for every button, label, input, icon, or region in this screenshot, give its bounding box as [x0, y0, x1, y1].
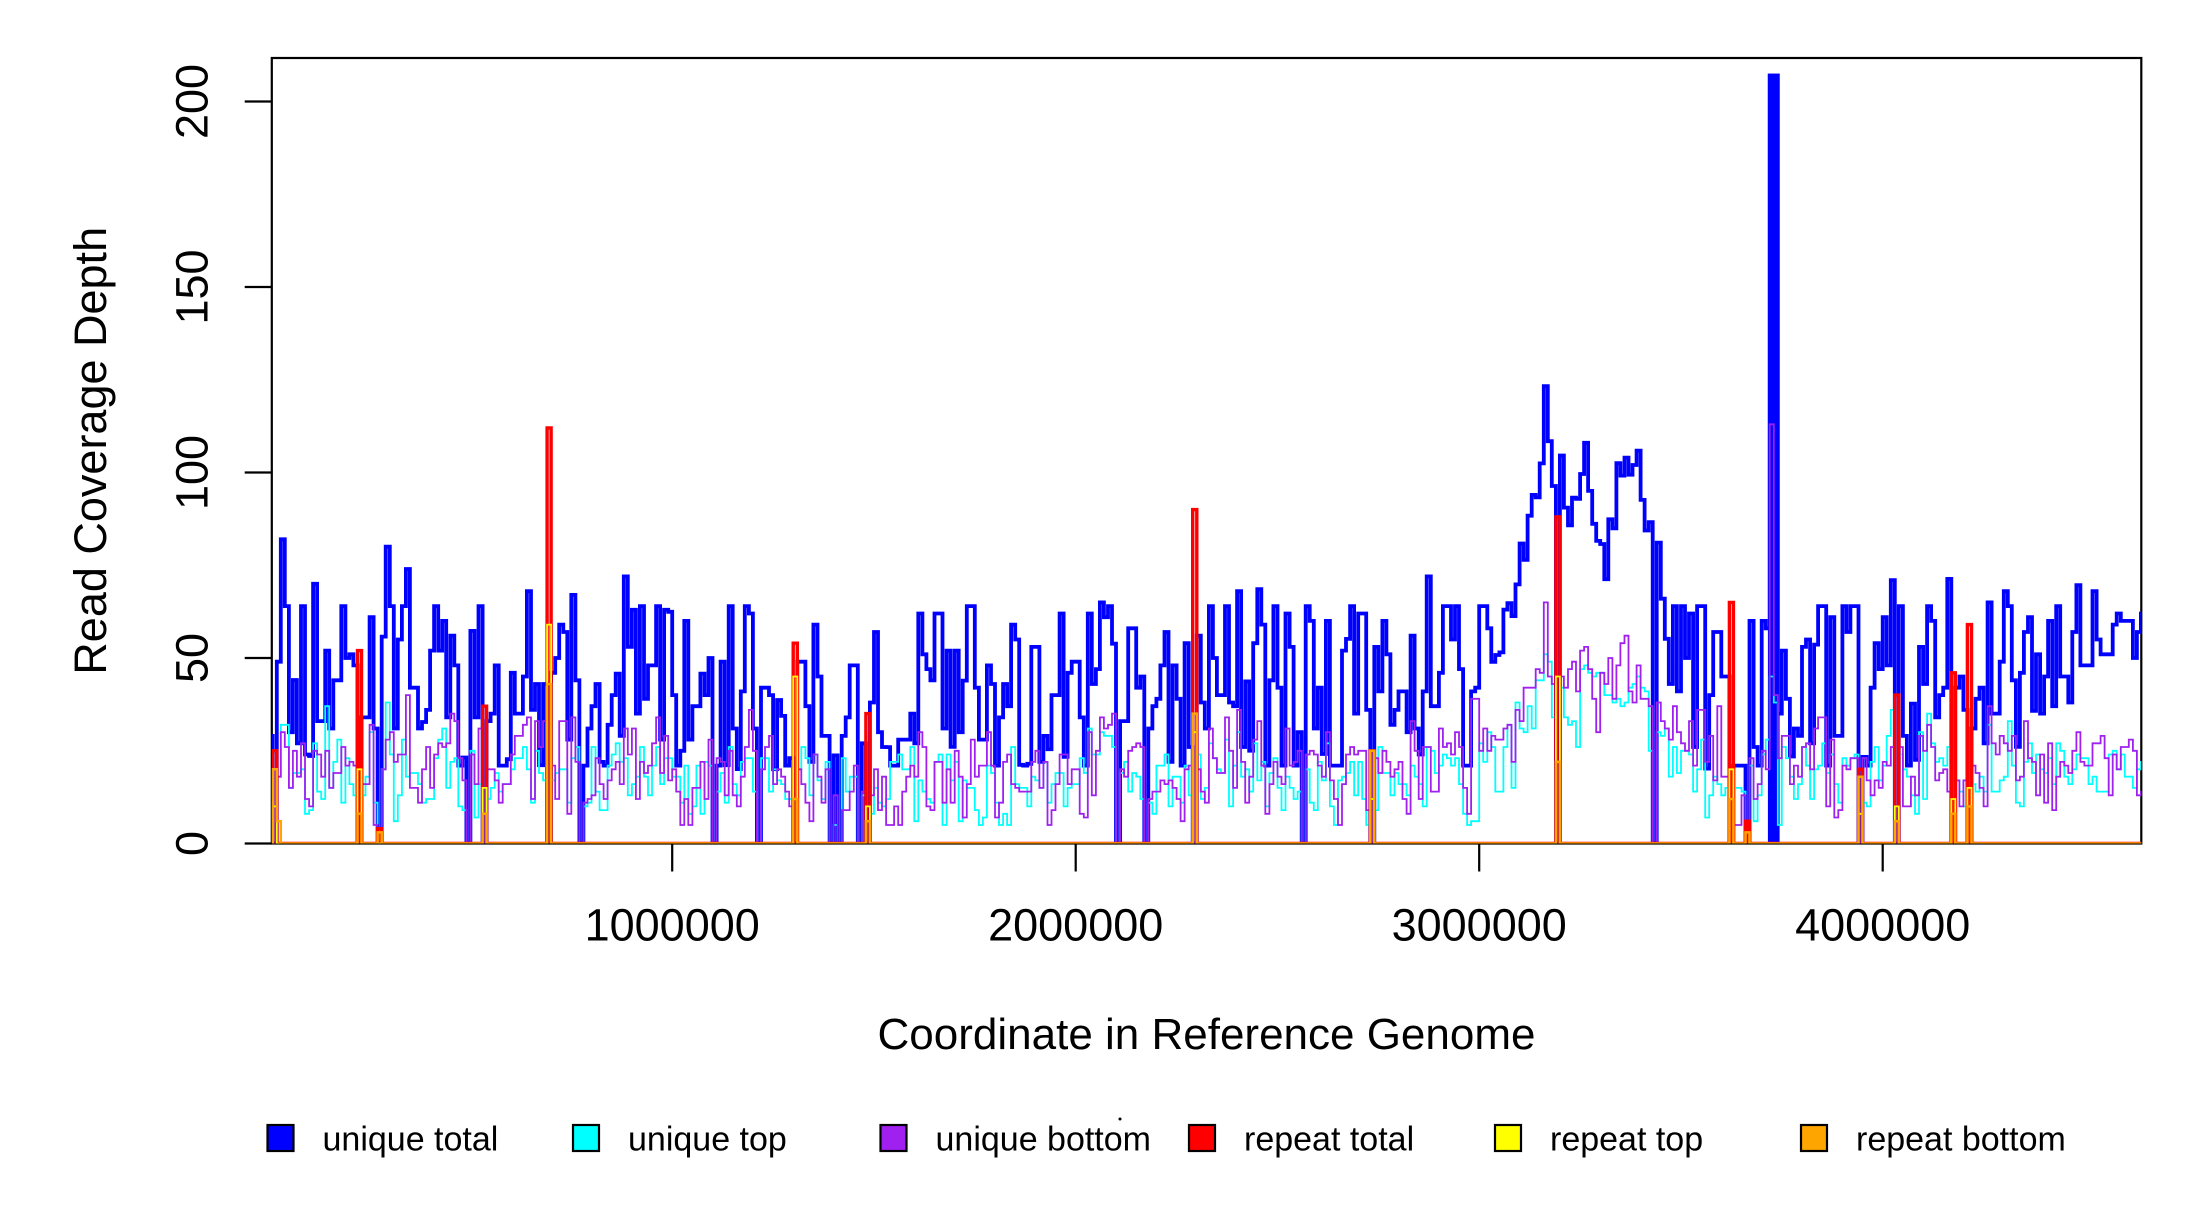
- svg-text:4000000: 4000000: [1795, 900, 1970, 951]
- svg-text:3000000: 3000000: [1392, 900, 1567, 951]
- svg-text:repeat top: repeat top: [1550, 1121, 1703, 1159]
- svg-text:50: 50: [167, 633, 218, 683]
- svg-text:unique bottom: unique bottom: [936, 1121, 1152, 1159]
- svg-text:100: 100: [167, 435, 218, 510]
- svg-text:Read Coverage Depth: Read Coverage Depth: [65, 227, 116, 675]
- svg-text:Coordinate in Reference Genome: Coordinate in Reference Genome: [878, 1010, 1536, 1059]
- svg-text:2000000: 2000000: [988, 900, 1163, 951]
- svg-text:unique top: unique top: [628, 1121, 787, 1159]
- svg-text:repeat bottom: repeat bottom: [1856, 1121, 2066, 1159]
- svg-text:unique total: unique total: [323, 1121, 499, 1159]
- svg-text:0: 0: [167, 831, 218, 856]
- svg-text:repeat total: repeat total: [1244, 1121, 1414, 1159]
- svg-text:200: 200: [167, 64, 218, 139]
- svg-text:1000000: 1000000: [585, 900, 760, 951]
- svg-text:150: 150: [167, 249, 218, 324]
